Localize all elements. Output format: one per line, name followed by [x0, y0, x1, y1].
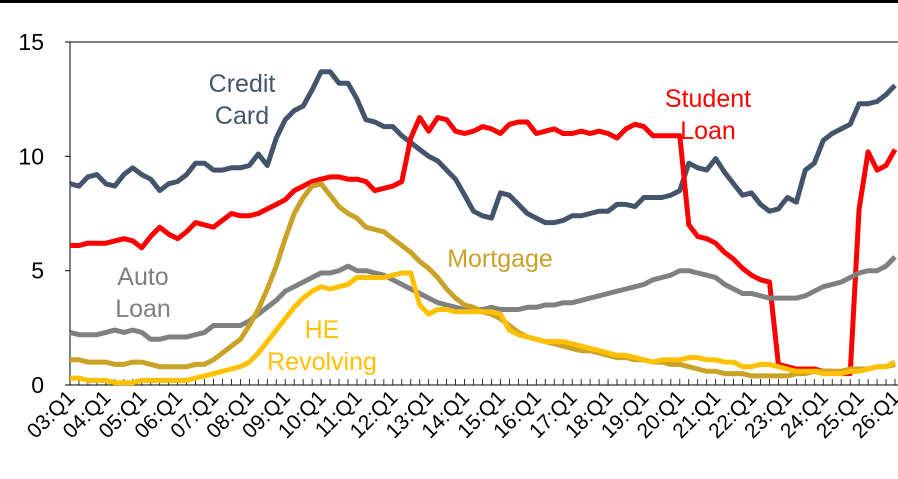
series-label-line: Student — [665, 85, 751, 113]
y-tick-label: 15 — [18, 29, 44, 55]
y-tick-label: 0 — [31, 372, 44, 398]
series-label-line: Loan — [115, 295, 171, 323]
series-label: Credit Card — [209, 70, 276, 130]
y-tick-label: 10 — [18, 143, 44, 169]
series-label: Student Loan — [665, 85, 751, 145]
series-label-line: Loan — [680, 117, 736, 145]
series-line — [70, 270, 897, 386]
series-line — [69, 69, 897, 226]
series-label-line: Card — [215, 102, 269, 130]
series-label-line: Auto — [117, 263, 168, 291]
series-label-line: Revolving — [267, 348, 377, 376]
top-band — [0, 0, 898, 3]
series-line — [70, 115, 898, 377]
series-label: Auto Loan — [115, 263, 171, 323]
series-label: Mortgage — [447, 245, 553, 273]
y-tick-label: 5 — [31, 258, 44, 284]
series-label: HE Revolving — [267, 316, 377, 376]
series-label-line: HE — [305, 316, 340, 344]
series-label-line: Credit — [209, 70, 276, 98]
